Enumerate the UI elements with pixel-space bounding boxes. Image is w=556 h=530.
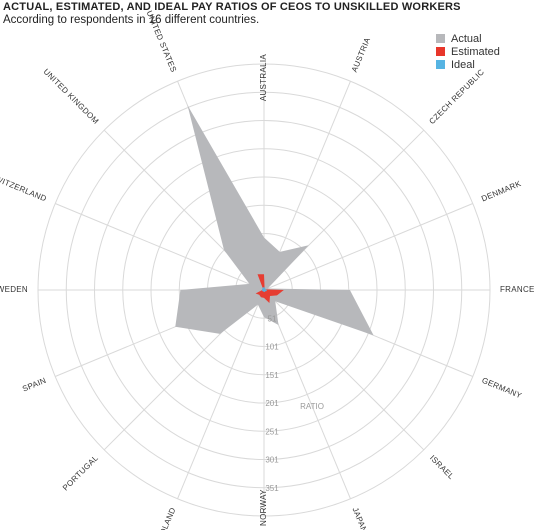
series-actual-area [175, 105, 374, 336]
axis-label-israel: ISRAEL [428, 453, 456, 481]
ratio-axis-title: RATIO [300, 402, 324, 411]
axis-label-sweden: SWEDEN [0, 285, 28, 294]
axis-label-japan: JAPAN [351, 506, 370, 530]
axis-label-switzerland: SWITZERLAND [0, 172, 48, 204]
grid-spoke-9 [177, 289, 265, 499]
grid-spoke-6 [263, 289, 425, 451]
ring-label-351: 351 [265, 484, 279, 493]
legend-swatch-estimated [436, 47, 445, 56]
legend: Actual Estimated Ideal [436, 32, 500, 71]
legend-label-ideal: Ideal [451, 58, 475, 71]
axis-label-austria: AUSTRIA [350, 36, 373, 74]
chart-subtitle: According to respondents in 16 different… [3, 14, 260, 26]
radar-series [175, 105, 374, 336]
legend-item-ideal: Ideal [436, 58, 500, 71]
axis-label-united-states: UNITED STATES [145, 9, 179, 73]
legend-swatch-ideal [436, 60, 445, 69]
axis-label-poland: POLAND [156, 506, 178, 530]
series-ideal-area [261, 287, 267, 293]
chart-title: ACTUAL, ESTIMATED, AND IDEAL PAY RATIOS … [3, 1, 461, 13]
legend-item-estimated: Estimated [436, 45, 500, 58]
grid-spoke-3 [263, 203, 473, 291]
axis-label-spain: SPAIN [21, 376, 47, 394]
series-estimated-area [255, 274, 284, 303]
ring-label-151: 151 [265, 371, 279, 380]
grid-spoke-13 [55, 203, 265, 291]
legend-swatch-actual [436, 34, 445, 43]
axis-label-germany: GERMANY [480, 376, 523, 401]
legend-item-actual: Actual [436, 32, 500, 45]
axis-label-australia: AUSTRALIA [259, 54, 268, 102]
axis-label-france: FRANCE [500, 285, 535, 294]
ring-label-201: 201 [265, 399, 279, 408]
ring-label-101: 101 [265, 343, 279, 352]
ring-label-251: 251 [265, 427, 279, 436]
axis-label-czech-republic: CZECH REPUBLIC [427, 67, 486, 126]
ring-labels: 51 101 151 201 251 301 351 RATIO [265, 314, 324, 493]
axis-label-denmark: DENMARK [480, 179, 523, 204]
axis-label-norway: NORWAY [259, 489, 268, 526]
ring-label-301: 301 [265, 456, 279, 465]
axis-label-united-kingdom: UNITED KINGDOM [42, 67, 101, 126]
axis-label-portugal: PORTUGAL [61, 453, 100, 492]
legend-label-actual: Actual [451, 32, 482, 45]
legend-label-estimated: Estimated [451, 45, 500, 58]
ring-label-51: 51 [268, 314, 277, 323]
